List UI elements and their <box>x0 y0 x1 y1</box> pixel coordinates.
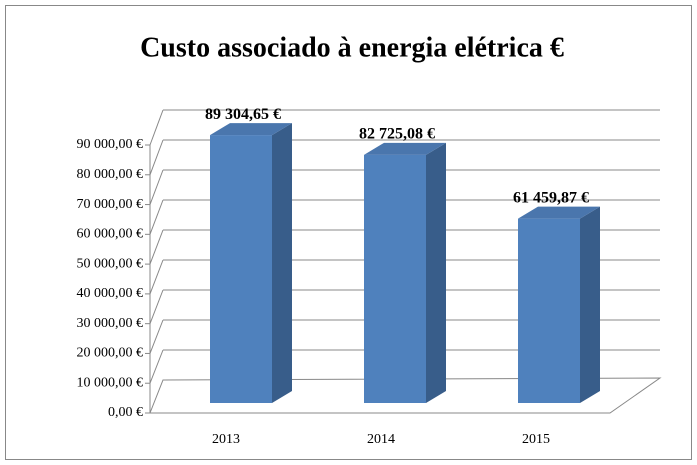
wall-line <box>149 229 164 265</box>
y-tick-label: 70 000,00 € <box>77 197 144 212</box>
x-tick-label: 2015 <box>522 432 550 447</box>
bar <box>364 154 426 403</box>
y-tick-label: 80 000,00 € <box>77 167 144 182</box>
chart-title: Custo associado à energia elétrica € <box>140 32 564 63</box>
y-tick-label: 20 000,00 € <box>77 346 144 361</box>
wall-line <box>149 199 164 235</box>
y-tick-label: 90 000,00 € <box>77 137 144 152</box>
wall-line <box>149 349 164 384</box>
x-tick-label: 2013 <box>212 432 240 447</box>
bar-side <box>580 206 600 403</box>
bar-top <box>518 206 600 219</box>
wall-line <box>149 289 164 324</box>
value-label: 61 459,87 € <box>513 189 589 206</box>
bar-top <box>210 123 292 136</box>
bar <box>518 218 580 403</box>
y-tick-label: 50 000,00 € <box>77 256 144 271</box>
wall-line <box>149 109 164 146</box>
wall-line <box>149 169 164 205</box>
value-label: 82 725,08 € <box>359 125 435 142</box>
bar <box>210 135 272 403</box>
bar-top <box>364 142 446 155</box>
floor <box>149 377 662 414</box>
bar-side <box>426 142 446 403</box>
wall-line <box>149 139 164 175</box>
x-tick-label: 2014 <box>367 432 395 447</box>
wall-line <box>149 319 164 354</box>
y-tick-label: 0,00 € <box>108 405 143 420</box>
y-tick-label: 40 000,00 € <box>77 286 144 301</box>
value-label: 89 304,65 € <box>205 106 281 123</box>
y-tick-label: 10 000,00 € <box>77 375 144 390</box>
y-tick-label: 60 000,00 € <box>77 227 144 242</box>
wall-line <box>149 259 164 295</box>
bar-side <box>272 123 292 403</box>
y-tick-label: 30 000,00 € <box>77 316 144 331</box>
